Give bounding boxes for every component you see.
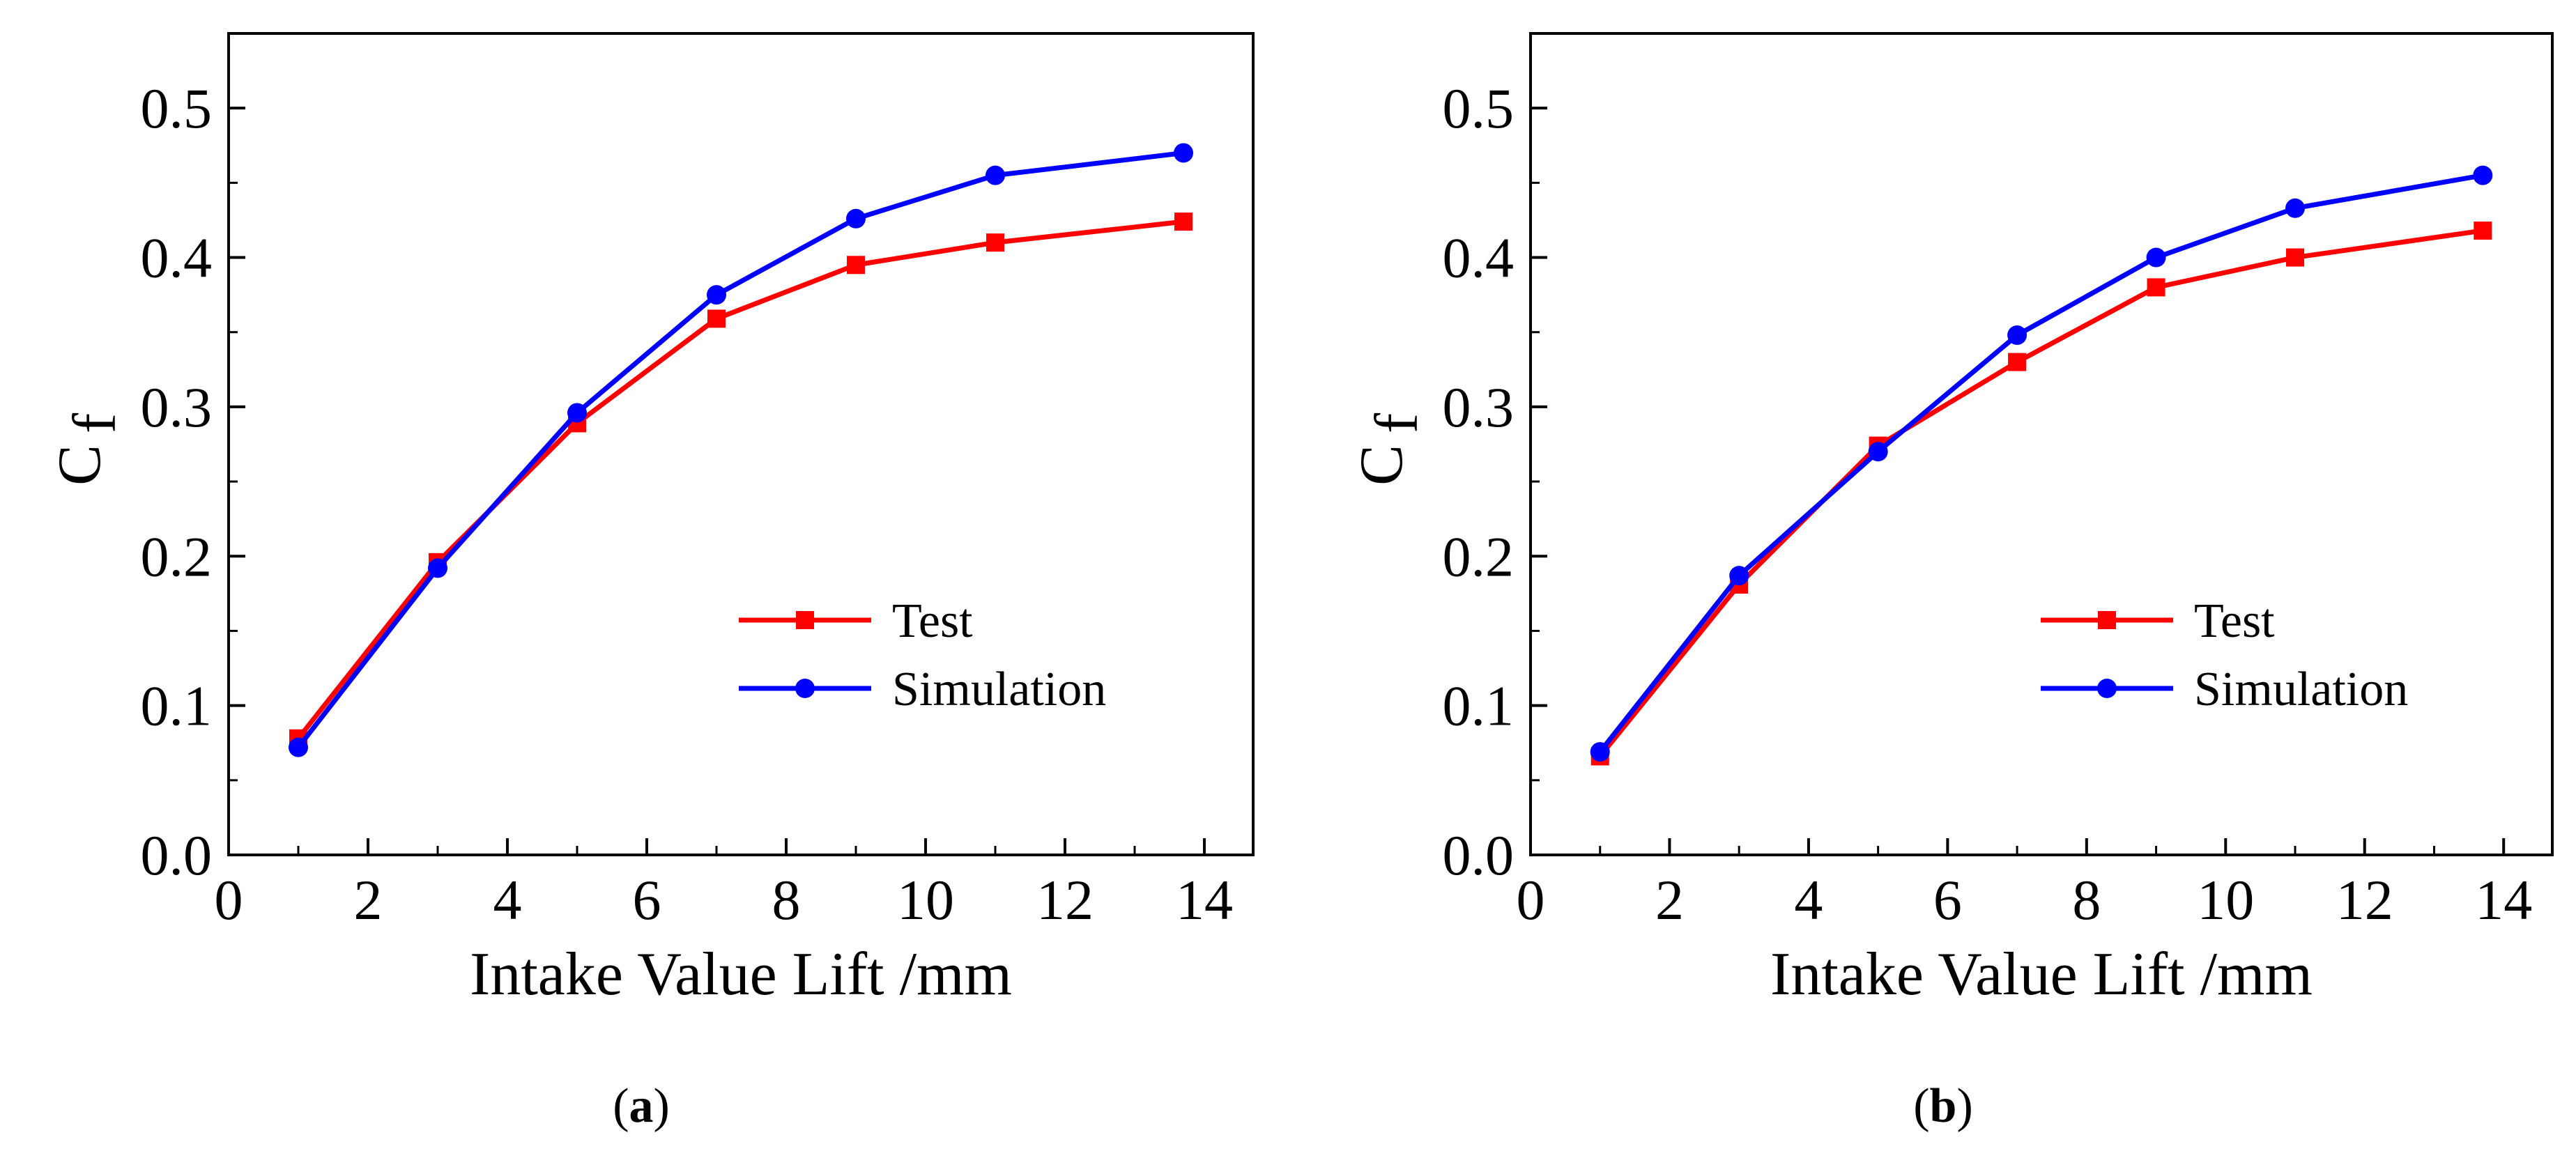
- data-point-simulation: [707, 285, 726, 305]
- data-point-simulation: [567, 403, 587, 423]
- plot-frame: [1529, 32, 2554, 856]
- legend-marker: [796, 611, 814, 629]
- x-tick-label: 10: [897, 868, 954, 932]
- x-tick-label: 8: [2072, 868, 2101, 932]
- data-point-simulation: [846, 208, 866, 229]
- caption-letter: b: [1930, 1079, 1957, 1133]
- plot-frame: [227, 32, 1255, 856]
- data-point-test: [2147, 278, 2165, 297]
- panel-caption: (a): [613, 1079, 670, 1133]
- data-point-test: [2474, 221, 2492, 240]
- y-tick-label: 0.3: [1443, 376, 1515, 439]
- data-point-simulation: [428, 558, 447, 578]
- y-tick-label: 0.0: [1443, 824, 1515, 887]
- legend-label-test: Test: [2194, 594, 2275, 648]
- legend-marker: [2097, 679, 2117, 698]
- caption-paren-close: ): [1956, 1079, 1972, 1133]
- data-point-simulation: [1590, 742, 1610, 762]
- x-tick-label: 12: [1036, 868, 1094, 932]
- x-tick-label: 6: [633, 868, 661, 932]
- caption-letter: a: [629, 1079, 654, 1133]
- y-axis-title-base: C: [1348, 445, 1416, 486]
- x-tick-label: 0: [1517, 868, 1545, 932]
- chart-panel-b: 0 2 4 6 8 10 12 14 0.0 0.1 0.2 0.3 0.4 0.5 Intake Valu…: [1348, 32, 2554, 1133]
- data-point-simulation: [1868, 442, 1888, 462]
- y-axis-title-subscript: f: [61, 412, 129, 433]
- x-tick-label: 2: [354, 868, 383, 932]
- y-axis-title: Cf: [1348, 412, 1431, 486]
- x-axis-title: Intake Value Lift /mm: [1770, 941, 2313, 1008]
- data-point-simulation: [289, 737, 308, 757]
- x-tick-label: 4: [1794, 868, 1823, 932]
- caption-paren-open: (: [1913, 1079, 1929, 1133]
- data-point-simulation: [2146, 247, 2166, 268]
- x-tick-label: 8: [772, 868, 801, 932]
- legend-label-simulation: Simulation: [2194, 663, 2408, 716]
- x-tick-label: 14: [1176, 868, 1233, 932]
- x-tick-label: 0: [215, 868, 243, 932]
- data-point-test: [707, 309, 726, 328]
- series-line-test: [296, 219, 1184, 740]
- legend-label-test: Test: [892, 594, 973, 648]
- data-point-test: [1174, 213, 1193, 231]
- y-tick-label: 0.2: [1443, 525, 1515, 588]
- x-tick-label: 2: [1655, 868, 1684, 932]
- y-tick-label: 0.3: [141, 376, 213, 439]
- chart-panel-a: 0 2 4 6 8 10 12 14 0.0 0.1 0.2 0.3 0.4 0.5 Intake Valu…: [46, 32, 1255, 1133]
- data-point-simulation: [1174, 143, 1193, 163]
- legend-marker: [795, 679, 815, 698]
- x-tick-label: 12: [2336, 868, 2393, 932]
- x-tick-label: 10: [2197, 868, 2254, 932]
- legend-marker: [2098, 611, 2116, 629]
- data-point-simulation: [986, 165, 1005, 185]
- y-axis-title-base: C: [46, 445, 114, 486]
- y-tick-label: 0.2: [141, 525, 213, 588]
- y-tick-label: 0.1: [1443, 674, 1515, 738]
- data-point-simulation: [2285, 198, 2306, 218]
- caption-paren-open: (: [613, 1079, 629, 1133]
- y-tick-label: 0.4: [141, 226, 213, 290]
- y-tick-label: 0.0: [141, 824, 213, 887]
- data-point-test: [2286, 248, 2305, 267]
- y-tick-label: 0.1: [141, 674, 213, 738]
- data-point-simulation: [2007, 325, 2027, 346]
- data-point-test: [2008, 353, 2027, 371]
- caption-paren-close: ): [654, 1079, 670, 1133]
- data-point-test: [847, 256, 865, 275]
- legend-label-simulation: Simulation: [892, 663, 1106, 716]
- x-tick-label: 4: [493, 868, 522, 932]
- x-tick-label: 14: [2475, 868, 2532, 932]
- y-axis-title: Cf: [46, 412, 129, 486]
- y-axis-title-subscript: f: [1363, 412, 1431, 433]
- data-point-simulation: [2473, 165, 2493, 185]
- data-point-test: [986, 233, 1004, 252]
- y-tick-label: 0.5: [1443, 77, 1515, 140]
- data-point-simulation: [1729, 566, 1749, 586]
- panel-caption: (b): [1913, 1079, 1973, 1133]
- y-tick-label: 0.4: [1443, 226, 1515, 290]
- y-tick-label: 0.5: [141, 77, 213, 140]
- x-axis-title: Intake Value Lift /mm: [470, 941, 1012, 1008]
- series-line-simulation: [296, 150, 1184, 749]
- x-tick-label: 6: [1933, 868, 1962, 932]
